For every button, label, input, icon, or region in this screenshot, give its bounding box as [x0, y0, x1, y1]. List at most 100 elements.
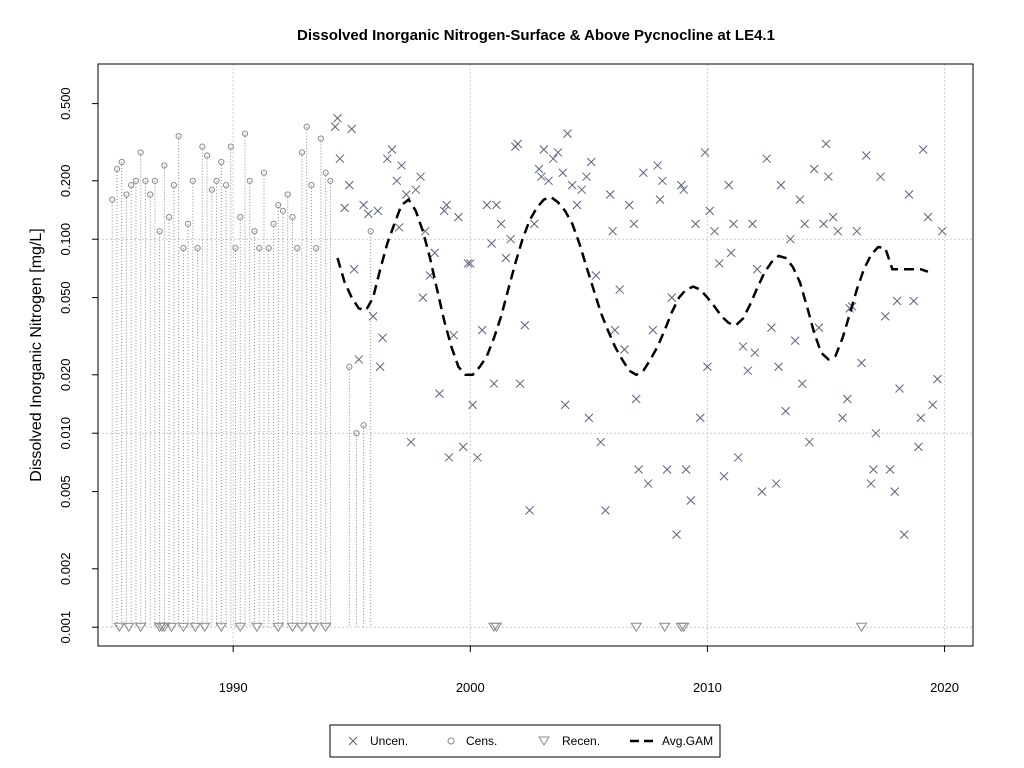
uncensored-point — [548, 154, 558, 164]
uncensored-point — [577, 185, 587, 195]
uncensored-point — [444, 453, 454, 462]
uncensored-point — [923, 212, 933, 222]
legend-cens-label: Cens. — [466, 734, 497, 748]
uncensored-point — [406, 437, 416, 447]
uncensored-point — [933, 374, 942, 384]
y-tick-label: 0.010 — [58, 417, 73, 450]
uncensored-point — [857, 358, 866, 368]
uncensored-point — [714, 259, 724, 268]
uncensored-point — [748, 219, 757, 229]
uncensored-point — [662, 465, 672, 474]
y-tick-label: 0.050 — [58, 281, 73, 314]
uncensored-point — [866, 479, 876, 488]
uncensored-point — [691, 219, 700, 229]
uncensored-point — [937, 226, 947, 236]
uncensored-point — [458, 442, 468, 452]
uncensored-point — [615, 285, 625, 294]
y-axis-label: Dissolved Inorganic Nitrogen [mg/L] — [28, 228, 45, 481]
uncensored-point — [560, 400, 570, 410]
y-tick-label: 0.001 — [58, 611, 73, 644]
uncensored-point — [916, 413, 926, 423]
uncensored-point — [762, 154, 772, 164]
legend-uncen-symbol — [348, 736, 358, 746]
uncensored-point — [852, 226, 862, 236]
uncensored-point — [537, 172, 546, 182]
uncensored-point — [631, 394, 641, 404]
uncensored-point — [809, 164, 819, 174]
recensored-point — [272, 622, 285, 633]
uncensored-point — [345, 180, 354, 190]
uncensored-point — [347, 124, 357, 134]
uncensored-point — [899, 530, 909, 539]
recensored-point — [215, 622, 228, 633]
uncensored-point — [729, 219, 738, 229]
uncensored-point — [387, 145, 397, 154]
censored-point — [327, 177, 334, 184]
uncensored-point — [710, 226, 719, 236]
censored-point — [123, 191, 130, 198]
y-axis: 0.001 0.002 0.005 0.010 0.020 0.050 0.100 0.200… — [58, 87, 98, 643]
chart-title: Dissolved Inorganic Nitrogen-Surface & A… — [297, 27, 775, 44]
censored-point — [113, 165, 121, 173]
uncensored-point — [439, 206, 449, 216]
y-tick-label: 0.500 — [58, 87, 73, 120]
censored-segments — [111, 126, 372, 628]
censored-point — [222, 182, 230, 189]
uncensored-point — [582, 172, 591, 182]
x-tick-label: 2020 — [930, 680, 959, 695]
uncensored-point — [774, 362, 783, 372]
censored-point — [232, 244, 239, 252]
uncensored-point — [719, 471, 729, 481]
uncensored-point — [757, 487, 767, 496]
recensored-point — [307, 622, 320, 633]
uncensored-point — [726, 248, 736, 258]
uncensored-point — [608, 226, 617, 236]
uncensored-point — [828, 212, 838, 222]
censored-point — [275, 201, 282, 209]
uncensored-point — [620, 345, 629, 354]
censored-point — [156, 228, 163, 235]
censored-point — [142, 177, 149, 184]
uncensored-point — [909, 296, 919, 306]
uncensored-point — [679, 185, 689, 195]
uncensored-point — [776, 180, 786, 190]
uncensored-point — [695, 413, 705, 423]
censored-point — [132, 177, 140, 184]
uncensored-point — [800, 219, 809, 229]
uncensored-point — [743, 366, 753, 376]
uncensored-point — [596, 437, 606, 447]
censored-point — [199, 143, 206, 150]
uncensored-point — [918, 145, 928, 154]
uncensored-point — [667, 293, 677, 302]
censored-point — [180, 244, 187, 252]
uncensored-point — [892, 296, 902, 306]
uncensored-point — [797, 379, 807, 389]
x-tick-label: 2010 — [693, 680, 722, 695]
uncensored-point — [648, 325, 658, 335]
y-tick-label: 0.005 — [58, 475, 73, 508]
uncensored-point — [861, 151, 871, 160]
uncensored-point — [392, 176, 402, 186]
recensored-point — [177, 622, 190, 633]
uncensored-point — [513, 139, 523, 149]
recensored-point — [677, 622, 690, 633]
uncensored-point — [842, 394, 852, 404]
uncensored-point — [786, 234, 795, 244]
uncensored-point — [805, 437, 814, 447]
uncensored-point — [454, 212, 463, 222]
uncensored-point — [567, 180, 577, 190]
censored-point — [284, 191, 291, 198]
uncensored-point — [489, 379, 499, 389]
legend: Uncen. Cens. Recen. Avg.GAM — [329, 724, 721, 758]
x-tick-label: 1990 — [219, 680, 248, 695]
uncensored-point — [363, 209, 373, 219]
censored-point — [213, 177, 220, 184]
censored-point — [317, 135, 324, 142]
censored-point — [109, 196, 116, 203]
uncensored-point — [833, 226, 843, 236]
recensored-point — [234, 622, 247, 633]
uncensored-point — [681, 465, 691, 474]
uncensored-point — [876, 172, 885, 182]
censored-point — [256, 244, 263, 252]
uncensored-point — [435, 389, 444, 398]
